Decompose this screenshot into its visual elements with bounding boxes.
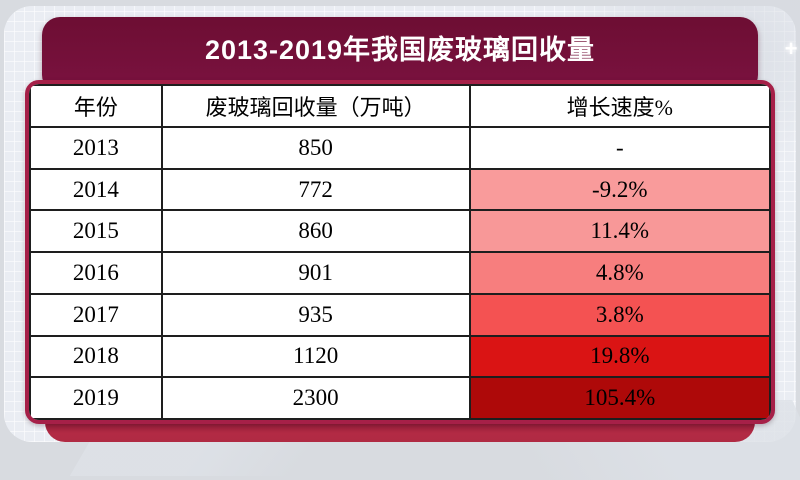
table-row: 2014 772 -9.2% [29, 167, 771, 212]
table-row: 2015 860 11.4% [29, 209, 771, 254]
table-row: 2016 901 4.8% [29, 251, 771, 295]
growth-cell: - [468, 126, 771, 170]
year-cell: 2016 [29, 251, 163, 295]
growth-cell: 105.4% [468, 376, 771, 420]
table-card: 年份 废玻璃回收量（万吨） 增长速度% 2013 850 - 2014 772 … [25, 80, 775, 424]
year-cell: 2017 [29, 292, 163, 337]
growth-cell: 3.8% [468, 292, 771, 337]
volume-cell: 850 [160, 126, 471, 170]
table-row: 2018 1120 19.8% [29, 334, 771, 379]
volume-cell: 860 [160, 209, 471, 254]
volume-cell: 772 [160, 167, 471, 212]
header-row: 年份 废玻璃回收量（万吨） 增长速度% [29, 84, 771, 128]
volume-cell: 901 [160, 251, 471, 295]
volume-cell: 2300 [160, 376, 471, 420]
column-header-growth: 增长速度% [468, 84, 771, 128]
data-table: 年份 废玻璃回收量（万吨） 增长速度% 2013 850 - 2014 772 … [29, 84, 771, 420]
growth-cell: 4.8% [468, 251, 771, 295]
growth-cell: 19.8% [468, 334, 771, 379]
year-cell: 2015 [29, 209, 163, 254]
year-cell: 2013 [29, 126, 163, 170]
year-cell: 2019 [29, 376, 163, 420]
year-cell: 2018 [29, 334, 163, 379]
page-title: 2013-2019年我国废玻璃回收量 [204, 34, 596, 65]
column-header-year: 年份 [29, 84, 163, 128]
year-cell: 2014 [29, 167, 163, 212]
column-header-volume: 废玻璃回收量（万吨） [160, 84, 471, 128]
volume-cell: 1120 [160, 334, 471, 379]
table-row: 2017 935 3.8% [29, 292, 771, 337]
sparkle-icon: + [784, 36, 798, 61]
table-row: 2013 850 - [29, 126, 771, 170]
table-row: 2019 2300 105.4% [29, 376, 771, 420]
growth-cell: 11.4% [468, 209, 771, 254]
growth-cell: -9.2% [468, 167, 771, 212]
volume-cell: 935 [160, 292, 471, 337]
